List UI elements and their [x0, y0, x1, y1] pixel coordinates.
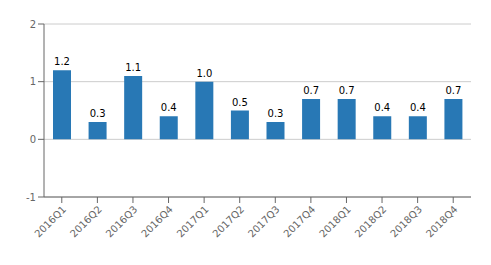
svg-text:0.7: 0.7: [339, 85, 355, 96]
svg-text:2016Q3: 2016Q3: [104, 204, 140, 240]
svg-text:2016Q4: 2016Q4: [139, 204, 175, 240]
svg-text:0: 0: [30, 134, 36, 145]
svg-text:2018Q4: 2018Q4: [424, 204, 460, 240]
svg-text:1: 1: [30, 76, 36, 87]
svg-text:2017Q2: 2017Q2: [210, 204, 246, 240]
svg-text:0.7: 0.7: [445, 85, 461, 96]
svg-text:0.5: 0.5: [232, 97, 248, 108]
svg-text:2017Q1: 2017Q1: [175, 204, 211, 240]
svg-text:1.1: 1.1: [125, 62, 141, 73]
svg-text:2016Q1: 2016Q1: [32, 204, 68, 240]
svg-text:2017Q4: 2017Q4: [281, 204, 317, 240]
svg-text:0.4: 0.4: [410, 102, 426, 113]
svg-text:1.2: 1.2: [54, 56, 70, 67]
svg-text:-1: -1: [26, 192, 36, 203]
svg-text:2: 2: [30, 19, 36, 30]
svg-text:2018Q3: 2018Q3: [388, 204, 424, 240]
svg-text:0.4: 0.4: [374, 102, 390, 113]
svg-text:0.3: 0.3: [90, 108, 106, 119]
svg-text:0.4: 0.4: [161, 102, 177, 113]
svg-text:0.7: 0.7: [303, 85, 319, 96]
svg-text:0.3: 0.3: [268, 108, 284, 119]
svg-text:2018Q1: 2018Q1: [317, 204, 353, 240]
svg-text:2018Q2: 2018Q2: [353, 204, 389, 240]
svg-text:2016Q2: 2016Q2: [68, 204, 104, 240]
svg-text:2017Q3: 2017Q3: [246, 204, 282, 240]
svg-text:1.0: 1.0: [196, 68, 212, 79]
